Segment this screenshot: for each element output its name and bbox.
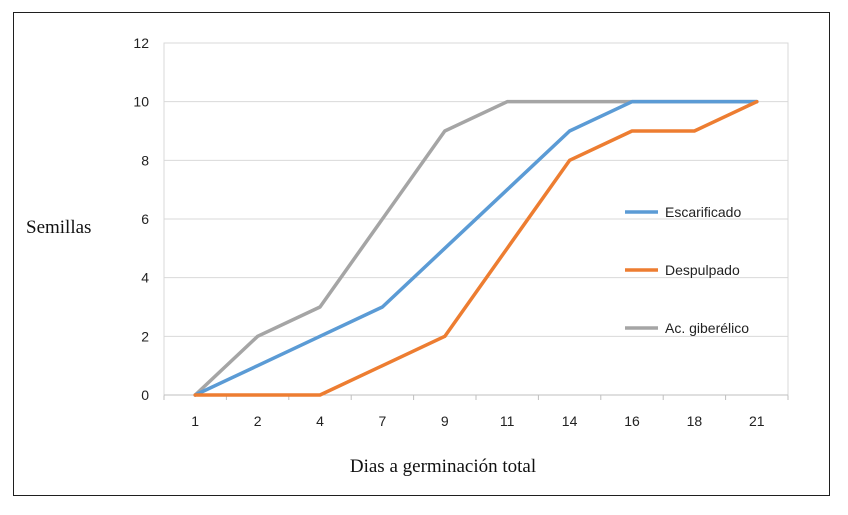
y-tick-label: 0 [141, 387, 149, 403]
legend-label-escarificado: Escarificado [665, 204, 741, 220]
chart-frame [13, 12, 830, 496]
x-tick-label: 16 [624, 413, 640, 429]
y-tick-label: 12 [133, 35, 149, 51]
y-axis-title: Semillas [26, 217, 91, 238]
y-tick-label: 10 [133, 94, 149, 110]
y-tick-label: 8 [141, 152, 149, 168]
y-tick-label: 2 [141, 328, 149, 344]
x-tick-label: 7 [379, 413, 387, 429]
series-line-escarificado [193, 99, 759, 397]
x-tick-label: 18 [687, 413, 703, 429]
gridlines [163, 42, 789, 400]
x-tick-label: 2 [254, 413, 262, 429]
x-tick-label: 11 [500, 413, 515, 429]
x-tick-label: 9 [441, 413, 449, 429]
x-axis-title: Dias a germinación total [350, 456, 536, 477]
y-tick-label: 6 [141, 211, 149, 227]
x-tick-label: 21 [749, 413, 765, 429]
x-tick-label: 4 [316, 413, 324, 429]
series-lines [193, 99, 759, 397]
legend: Escarificado Despulpado Ac. giberélico [625, 204, 749, 336]
x-tick-label: 1 [191, 413, 199, 429]
x-tick-label: 14 [562, 413, 578, 429]
series-line-despulpado [193, 99, 759, 397]
series-line-ac-giber-lico [193, 99, 759, 397]
legend-label-despulpado: Despulpado [665, 262, 740, 278]
y-tick-labels: 0 2 4 6 8 10 12 [133, 35, 149, 403]
x-tick-labels: 1 2 4 7 9 11 14 16 18 21 [191, 413, 764, 429]
legend-label-ac-giber-lico: Ac. giberélico [665, 320, 749, 336]
y-tick-label: 4 [141, 270, 149, 286]
